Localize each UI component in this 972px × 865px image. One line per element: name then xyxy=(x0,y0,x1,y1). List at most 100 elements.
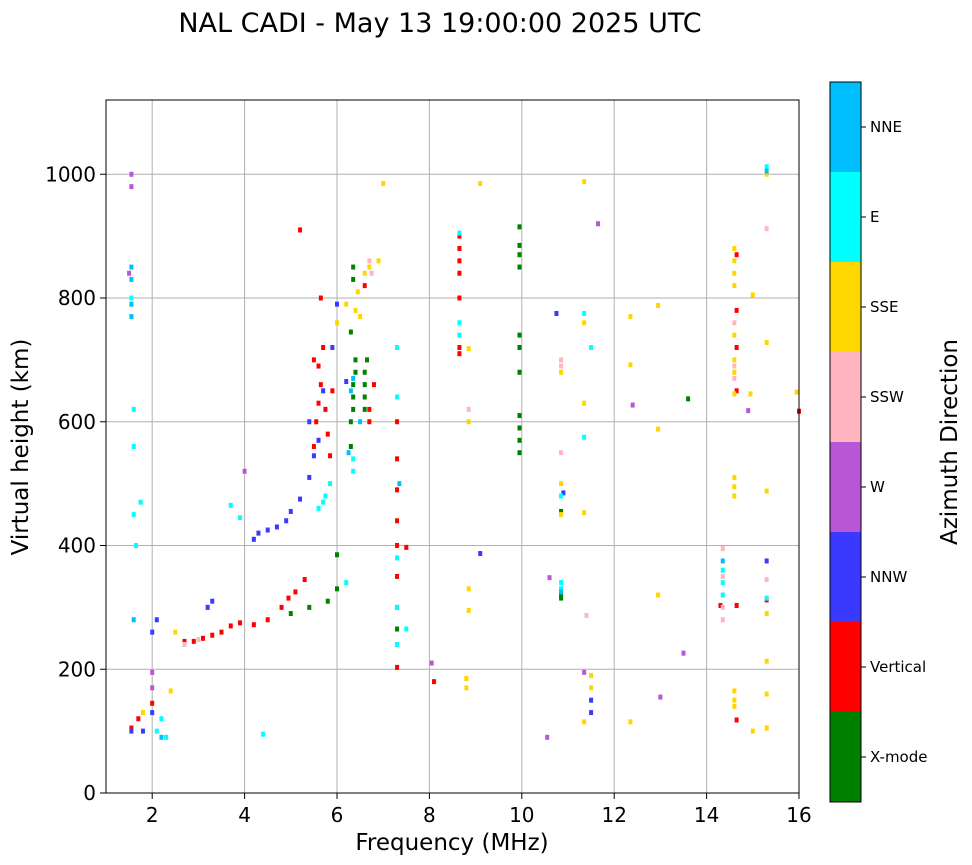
data-point-sse xyxy=(732,283,737,289)
data-point-nne xyxy=(351,375,356,381)
data-point-nne xyxy=(358,419,363,425)
data-point-vertical xyxy=(395,543,400,548)
data-point-vertical xyxy=(330,388,335,394)
data-point-e xyxy=(559,493,564,499)
data-point-e xyxy=(720,567,725,573)
data-point-sse xyxy=(559,481,564,487)
data-point-vertical xyxy=(228,623,233,629)
data-point-nnw xyxy=(321,388,326,394)
data-point-w xyxy=(596,221,601,227)
data-point-vertical xyxy=(457,246,462,251)
data-point-e xyxy=(582,434,587,440)
data-point-x-mode xyxy=(362,382,367,388)
colorbar-segment xyxy=(830,172,861,262)
data-point-vertical xyxy=(404,544,409,550)
data-point-w xyxy=(658,694,663,700)
data-point-e xyxy=(134,543,139,548)
data-point-x-mode xyxy=(559,592,564,598)
data-point-vertical xyxy=(293,589,298,595)
data-point-vertical xyxy=(279,604,284,610)
data-point-sse xyxy=(173,629,178,635)
data-point-e xyxy=(395,394,400,400)
data-point-w xyxy=(429,660,434,666)
y-tick-label: 200 xyxy=(58,657,96,681)
data-point-sse xyxy=(764,658,769,664)
data-point-x-mode xyxy=(362,406,367,412)
x-axis-ticks: 2 4 6 8 10 12 14 16 xyxy=(146,793,812,827)
data-point-vertical xyxy=(314,419,319,425)
data-point-sse xyxy=(732,493,737,499)
data-point-sse xyxy=(748,391,753,397)
data-point-x-mode xyxy=(517,413,522,419)
data-points xyxy=(127,164,801,740)
data-point-e xyxy=(131,512,136,518)
data-point-sse xyxy=(764,488,769,494)
data-point-nnw xyxy=(256,530,261,536)
data-point-sse xyxy=(582,400,587,406)
plot-frame xyxy=(105,99,800,794)
data-point-ssw xyxy=(196,637,201,643)
data-point-vertical xyxy=(457,270,462,276)
data-point-vertical xyxy=(311,357,316,363)
data-point-e xyxy=(351,468,356,474)
data-point-vertical xyxy=(316,363,321,369)
data-point-nne xyxy=(129,301,134,307)
data-point-nne xyxy=(129,314,134,320)
data-point-x-mode xyxy=(365,357,370,363)
data-point-vertical xyxy=(237,620,242,626)
y-axis-title: Virtual height (km) xyxy=(8,339,34,556)
data-point-w xyxy=(150,685,155,691)
data-point-e xyxy=(395,555,400,561)
data-point-x-mode xyxy=(307,604,312,610)
data-point-w xyxy=(547,575,552,581)
data-point-sse xyxy=(750,728,755,734)
data-point-nne xyxy=(397,481,402,487)
data-point-nnw xyxy=(284,518,289,524)
data-point-nnw xyxy=(561,490,566,496)
data-point-nnw xyxy=(307,474,312,480)
data-point-nnw xyxy=(129,728,134,734)
data-point-sse xyxy=(381,181,386,187)
data-point-sse xyxy=(628,719,633,725)
data-point-sse xyxy=(656,302,661,308)
data-point-nne xyxy=(764,168,769,174)
data-point-nnw xyxy=(589,697,594,703)
data-point-sse xyxy=(466,346,471,352)
x-tick-label: 10 xyxy=(509,803,534,827)
data-point-x-mode xyxy=(335,586,339,592)
data-point-e xyxy=(559,586,564,592)
data-point-x-mode xyxy=(353,369,358,375)
data-point-x-mode xyxy=(517,437,522,443)
data-point-vertical xyxy=(191,638,196,644)
x-tick-label: 14 xyxy=(694,803,719,827)
data-point-x-mode xyxy=(362,394,367,400)
data-point-sse xyxy=(732,332,737,338)
data-point-sse xyxy=(478,181,483,187)
data-point-sse xyxy=(732,703,737,709)
data-point-nnw xyxy=(764,558,769,564)
colorbar-title: Azimuth Direction xyxy=(937,339,963,545)
colorbar-frame xyxy=(829,81,862,803)
data-point-sse xyxy=(628,362,633,368)
data-point-nnw xyxy=(554,310,559,316)
data-point-w xyxy=(545,734,550,740)
data-point-x-mode xyxy=(517,369,522,375)
data-point-x-mode xyxy=(517,450,522,456)
data-point-vertical xyxy=(150,700,155,706)
data-point-x-mode xyxy=(517,252,522,258)
data-point-nnw xyxy=(330,345,335,350)
data-point-ssw xyxy=(720,546,725,552)
data-point-vertical xyxy=(432,679,437,685)
data-point-x-mode xyxy=(348,329,353,335)
data-point-e xyxy=(589,345,594,350)
data-point-sse xyxy=(732,246,737,251)
data-point-ssw xyxy=(732,320,737,326)
data-point-vertical xyxy=(323,406,328,412)
data-point-e xyxy=(457,332,462,338)
data-point-sse xyxy=(732,688,737,694)
x-tick-label: 2 xyxy=(146,803,159,827)
data-point-vertical xyxy=(457,295,462,301)
data-point-vertical xyxy=(718,603,723,609)
data-point-nnw xyxy=(307,419,312,425)
